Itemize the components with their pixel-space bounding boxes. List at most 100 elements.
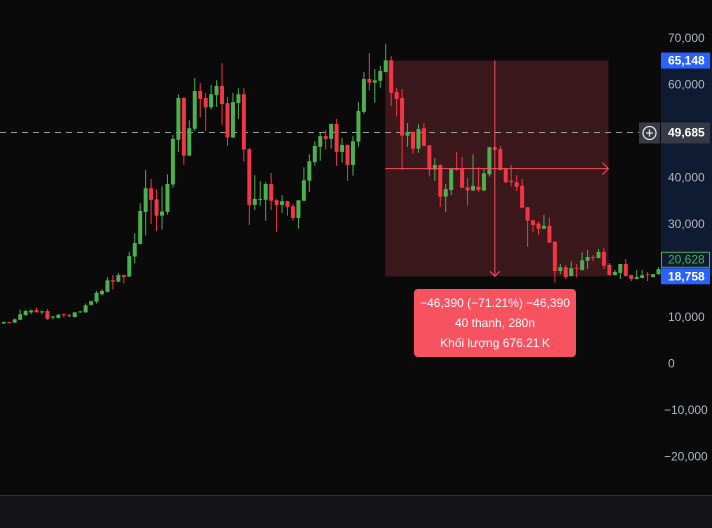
candle-up <box>312 145 317 163</box>
price-tags: 65,148 49,685 20,628 18,758 <box>639 52 710 285</box>
y-tick-label: 30,000 <box>668 217 705 231</box>
candle-down <box>563 267 568 278</box>
candle-down <box>514 182 519 187</box>
time-axis-bar[interactable] <box>0 495 712 528</box>
candle-down <box>225 103 230 138</box>
candle-down <box>323 136 328 139</box>
candle-up <box>214 85 219 96</box>
price-axis[interactable]: 70,000 60,000 40,000 30,000 10,000 0 −10… <box>664 31 708 464</box>
candle-down <box>629 275 634 279</box>
candle-down <box>460 169 465 188</box>
candle-up <box>356 111 361 142</box>
candle-down <box>509 180 514 183</box>
candle-up <box>350 141 355 165</box>
candle-down <box>154 199 159 216</box>
candle-up <box>50 316 55 318</box>
measure-change: −46,390 (−71.21%) −46,390 <box>420 296 570 310</box>
candle-up <box>105 280 110 292</box>
candle-up <box>18 314 23 320</box>
candle-down <box>334 124 339 152</box>
candle-up <box>329 124 334 139</box>
candle-up <box>29 310 34 313</box>
measure-bottom-price-label: 18,758 <box>668 269 705 283</box>
candle-up <box>165 184 170 212</box>
candle-down <box>525 207 530 221</box>
candle-down <box>285 201 290 207</box>
candle-up <box>651 274 656 278</box>
candle-up <box>187 128 192 156</box>
candle-up <box>449 168 454 191</box>
candle-up <box>296 200 301 218</box>
last-price-tag <box>661 251 710 268</box>
candle-up <box>100 290 105 295</box>
candle-up <box>585 257 590 261</box>
candle-down <box>274 200 279 205</box>
y-tick-label: 10,000 <box>668 310 705 324</box>
candle-down <box>498 149 503 171</box>
candle-down <box>389 60 394 93</box>
plus-circle-icon <box>642 125 657 141</box>
candle-up <box>443 189 448 197</box>
candle-up <box>596 251 601 258</box>
candle-down <box>438 164 443 197</box>
candle-down <box>181 97 186 156</box>
candle-up <box>640 275 645 278</box>
candle-up <box>258 198 263 200</box>
candle-up <box>318 136 323 147</box>
y-tick-label: 40,000 <box>668 171 705 185</box>
candle-up <box>127 256 132 277</box>
candle-up <box>83 305 88 313</box>
candle-up <box>72 312 77 317</box>
candle-up <box>580 260 585 271</box>
candle-up <box>138 210 143 244</box>
price-chart[interactable]: 70,000 60,000 40,000 30,000 10,000 0 −10… <box>0 0 712 495</box>
candle-up <box>230 102 235 138</box>
candle-down <box>607 264 612 276</box>
candle-down <box>645 274 650 276</box>
candle-down <box>400 97 405 136</box>
candle-down <box>411 131 415 149</box>
candle-up <box>23 310 28 316</box>
arrow-down-icon <box>489 270 501 277</box>
candle-up <box>361 78 366 112</box>
y-tick-label: 0 <box>668 357 675 371</box>
candle-up <box>192 91 197 129</box>
candle-up <box>209 94 214 108</box>
candle-up <box>132 243 137 257</box>
measure-volume: Khối lượng 676.21 K <box>440 336 550 350</box>
candle-up <box>416 129 421 149</box>
candle-down <box>220 85 225 105</box>
candle-up <box>56 314 61 318</box>
candle-down <box>290 206 295 218</box>
measure-bottom-price-tag <box>661 268 710 285</box>
measure-lines <box>385 60 610 277</box>
arrow-right-icon <box>602 162 610 176</box>
price-axis-range-highlight <box>661 53 712 277</box>
candle-down <box>7 322 12 324</box>
candle-up <box>432 164 437 170</box>
candle-down <box>110 280 115 282</box>
last-price-label: 20,628 <box>668 252 705 266</box>
candle-up <box>236 94 241 104</box>
candle-up <box>170 138 175 185</box>
candle-up <box>12 319 17 323</box>
candle-down <box>591 257 596 259</box>
candle-up <box>612 271 617 276</box>
candle-up <box>541 225 546 229</box>
candle-up <box>372 80 377 83</box>
candle-up <box>1 322 6 324</box>
candle-down <box>345 144 350 165</box>
candle-up <box>383 60 388 72</box>
candle-down <box>247 149 252 205</box>
measure-bars-duration: 40 thanh, 280n <box>454 316 536 330</box>
candle-up <box>471 185 476 191</box>
candle-down <box>520 185 525 208</box>
candle-down <box>394 91 399 99</box>
candle-up <box>378 71 383 81</box>
plus-icon <box>646 129 653 137</box>
candle-down <box>574 267 579 269</box>
candle-up <box>116 275 121 282</box>
candle-down <box>552 241 557 271</box>
candle-up <box>487 147 492 175</box>
candle-down <box>465 187 470 191</box>
